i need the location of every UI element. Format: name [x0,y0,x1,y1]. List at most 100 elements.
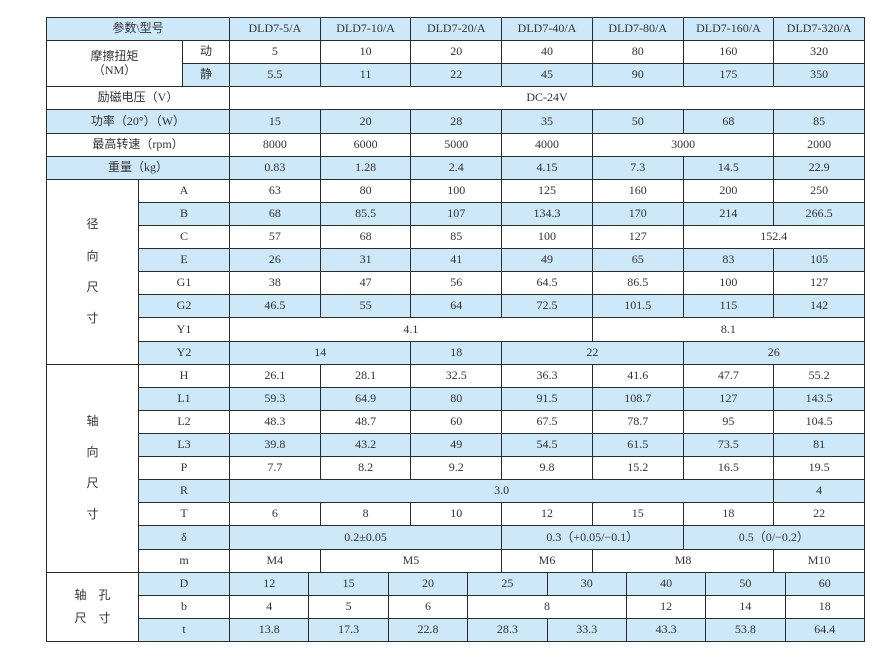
model-header: DLD7-160/A [683,18,774,41]
value-cell: 59.3 [230,387,320,410]
value-cell: 26 [230,249,320,272]
value-cell: 57 [230,225,320,249]
value-cell: 43.3 [626,618,706,641]
value-cell: 64.5 [502,272,592,295]
row-label: T [139,503,229,526]
value-cell: 91.5 [502,387,592,410]
value-cell: 90 [592,64,683,87]
value-cell: 160 [592,179,683,202]
row-label: G1 [139,272,229,295]
value-cell: 104.5 [774,410,864,433]
value-cell: 50 [592,110,683,133]
value-cell: 6000 [320,133,411,156]
model-header: DLD7-320/A [774,18,864,41]
value-cell: 3.0 [230,480,774,503]
value-cell: 4 [230,595,309,618]
row-label: H [139,364,229,387]
value-cell: 47 [320,272,411,295]
value-cell: M10 [774,549,864,572]
value-cell: 45 [502,64,592,87]
value-cell: 7.3 [592,156,683,179]
value-cell: 20 [320,110,411,133]
value-cell: 26.1 [230,364,320,387]
value-cell: 55 [320,295,411,318]
row-label: Y2 [139,341,229,364]
value-cell: 152.4 [683,225,864,249]
value-cell: 0.5（0/−0.2） [683,526,864,549]
row-label: B [139,202,229,225]
value-cell: M5 [320,549,502,572]
value-cell: DC-24V [230,87,864,110]
value-cell: 5 [230,41,320,64]
value-cell: 8000 [230,133,320,156]
value-cell: 56 [411,272,502,295]
value-cell: 49 [411,433,502,457]
value-cell: 6 [388,595,468,618]
section-label: 轴 向 尺 寸 [47,364,138,572]
value-cell: 9.2 [411,457,502,480]
value-cell: 22.8 [388,618,468,641]
value-cell: 65 [592,249,683,272]
value-cell: 85 [774,110,864,133]
value-cell: 100 [502,225,592,249]
value-cell: 127 [683,387,774,410]
value-cell: M6 [502,549,592,572]
value-cell: 46.5 [230,295,320,318]
row-label: L3 [139,433,229,457]
value-cell: 5000 [411,133,502,156]
value-cell: 160 [683,41,774,64]
value-cell: 14 [706,595,785,618]
value-cell: 18 [785,595,864,618]
row-label: δ [139,526,229,549]
value-cell: 83 [683,249,774,272]
value-cell: 22 [411,64,502,87]
value-cell: 5 [309,595,388,618]
value-cell: 54.5 [502,433,592,457]
section-label: 轴 孔 尺 寸 [47,572,138,641]
value-cell: 18 [683,503,774,526]
value-cell: 95 [683,410,774,433]
value-cell: 14 [230,341,411,364]
value-cell: 12 [626,595,706,618]
row-label: 功率（20°）（W） [47,110,229,133]
value-cell: 25 [468,572,547,595]
row-label: m [139,549,229,572]
value-cell: 50 [706,572,785,595]
value-cell: 0.3（+0.05/−0.1） [502,526,683,549]
value-cell: 142 [774,295,864,318]
value-cell: 80 [592,41,683,64]
value-cell: 32.5 [411,364,502,387]
value-cell: 60 [785,572,864,595]
value-cell: 48.7 [320,410,411,433]
value-cell: 39.8 [230,433,320,457]
row-label: A [139,179,229,202]
header-label: 参数\型号 [47,18,229,41]
value-cell: 73.5 [683,433,774,457]
value-cell: 55.2 [774,364,864,387]
row-label: G2 [139,295,229,318]
value-cell: 8 [468,595,626,618]
value-cell: 33.3 [547,618,626,641]
value-cell: 28 [411,110,502,133]
value-cell: 60 [411,410,502,433]
value-cell: 10 [411,503,502,526]
value-cell: 22.9 [774,156,864,179]
value-cell: 40 [626,572,706,595]
value-cell: 64.9 [320,387,411,410]
row-label: 动 [183,41,229,64]
row-label: E [139,249,229,272]
value-cell: 48.3 [230,410,320,433]
section-label: 径 向 尺 寸 [47,179,138,364]
value-cell: 67.5 [502,410,592,433]
value-cell: 20 [411,41,502,64]
value-cell: 81 [774,433,864,457]
value-cell: 22 [502,341,683,364]
value-cell: 22 [774,503,864,526]
value-cell: 72.5 [502,295,592,318]
value-cell: 85.5 [320,202,411,225]
value-cell: 8.1 [592,318,864,341]
value-cell: 8 [320,503,411,526]
value-cell: 68 [320,225,411,249]
value-cell: 19.5 [774,457,864,480]
value-cell: 80 [320,179,411,202]
